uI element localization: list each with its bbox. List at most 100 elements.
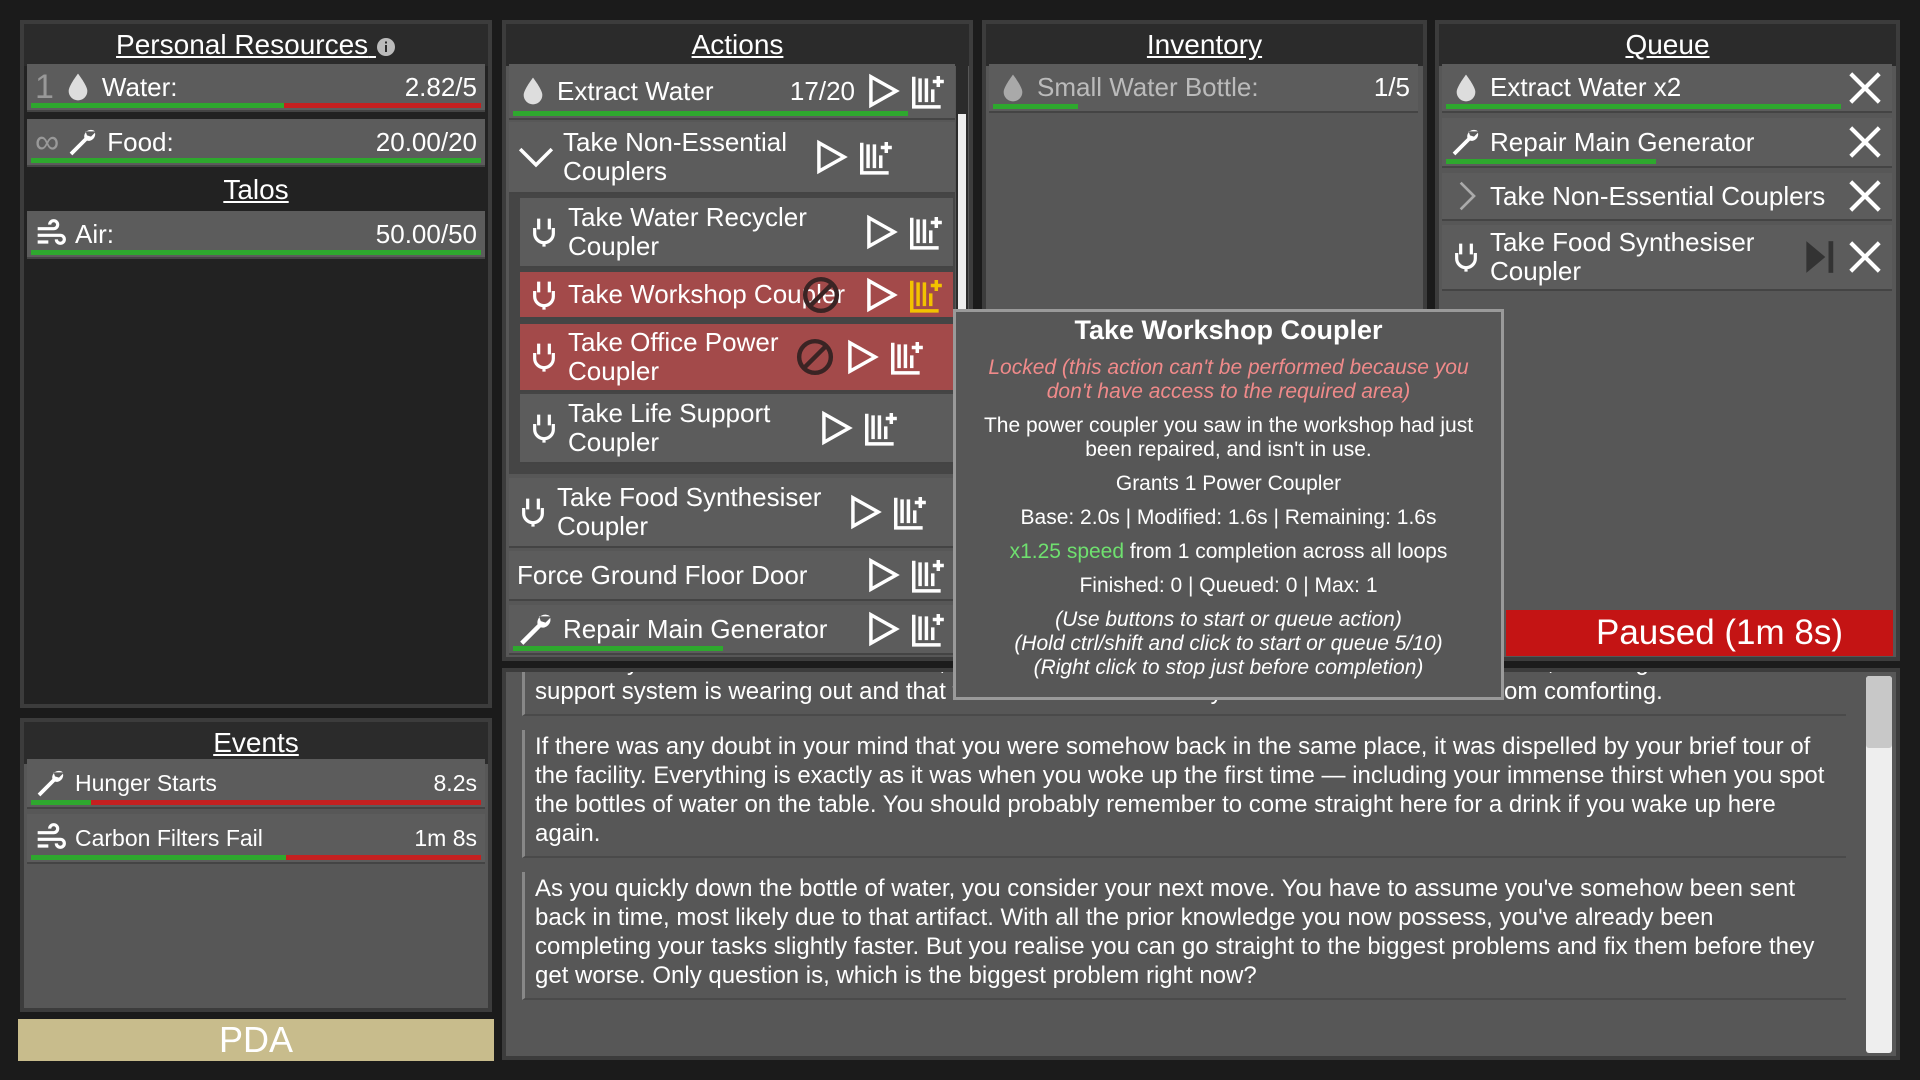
progress-fill: [993, 104, 1078, 109]
start-button[interactable]: [863, 556, 901, 594]
collapse-icon[interactable]: [517, 138, 555, 176]
resource-value: 2.82/5: [404, 71, 477, 102]
queue-button[interactable]: [891, 493, 929, 531]
scroll-thumb[interactable]: [958, 114, 966, 364]
title-text: Inventory: [1146, 29, 1263, 60]
action-label: Take Non-Essential Couplers: [563, 127, 787, 186]
progress-fill: [1446, 104, 1841, 109]
skip-button[interactable]: [1800, 238, 1838, 276]
loop-count: ∞: [35, 122, 60, 161]
inventory-row: Small Water Bottle: 1/5: [989, 64, 1418, 113]
resource-label: Food:: [107, 126, 174, 157]
progress-fill: [31, 250, 481, 255]
panel-title: Personal Resources: [24, 24, 488, 66]
event-row: Hunger Starts 8.2s: [27, 759, 485, 809]
start-button[interactable]: [811, 138, 849, 176]
action-label: Take Office Power Coupler: [568, 327, 779, 386]
expand-icon[interactable]: [1450, 180, 1482, 212]
plug-icon: [528, 341, 560, 373]
action-label: Take Workshop Coupler: [568, 279, 845, 309]
story-log: Relatively warm but stale air rushes in,…: [522, 672, 1846, 1000]
locked-icon: [796, 338, 834, 376]
queue-button[interactable]: [862, 409, 900, 447]
speed-bonus: x1.25 speed: [1009, 540, 1125, 563]
tooltip: Take Workshop Coupler Locked (this actio…: [953, 309, 1504, 700]
queue-row: Take Non-Essential Couplers: [1442, 173, 1892, 221]
start-button[interactable]: [861, 213, 899, 251]
queue-button[interactable]: [907, 213, 945, 251]
paused-status[interactable]: Paused (1m 8s): [1506, 610, 1893, 656]
queue-label: Take Non-Essential Couplers: [1490, 180, 1826, 211]
tooltip-title: Take Workshop Coupler: [1074, 315, 1383, 345]
start-button[interactable]: [842, 338, 880, 376]
water-icon: [1450, 72, 1482, 104]
resource-value: 50.00/50: [375, 218, 477, 249]
action-group-row[interactable]: Take Non-Essential Couplers: [509, 122, 955, 194]
action-label: Take Food Synthesiser Coupler: [557, 482, 822, 541]
resource-label: Air:: [75, 218, 114, 249]
speed-note: from 1 completion across all loops: [1129, 540, 1448, 563]
resource-label: Water:: [101, 71, 178, 102]
action-label: Take Life Support Coupler: [568, 398, 771, 457]
queue-button[interactable]: [907, 276, 945, 314]
start-button[interactable]: [845, 493, 883, 531]
action-row[interactable]: Take Water Recycler Coupler: [520, 198, 953, 268]
queue-button[interactable]: [909, 72, 947, 110]
action-row-locked[interactable]: Take Workshop Coupler: [520, 272, 953, 319]
action-row-locked[interactable]: Take Office Power Coupler: [520, 324, 953, 392]
queue-label: Take Food Synthesiser Coupler: [1490, 227, 1755, 286]
action-count: 17/20: [789, 75, 855, 106]
story-panel: Relatively warm but stale air rushes in,…: [502, 668, 1900, 1060]
start-button[interactable]: [816, 409, 854, 447]
progress-empty: [91, 800, 481, 805]
action-row[interactable]: Take Food Synthesiser Coupler: [509, 478, 955, 548]
food-icon: [67, 126, 99, 158]
remove-button[interactable]: [1846, 69, 1884, 107]
counts: Finished: 0 | Queued: 0 | Max: 1: [1079, 574, 1378, 597]
start-button[interactable]: [861, 276, 899, 314]
remove-button[interactable]: [1846, 238, 1884, 276]
panel-title: Events: [24, 722, 488, 764]
progress-empty: [284, 103, 481, 108]
panel-title: Actions: [506, 24, 969, 66]
queue-button[interactable]: [888, 338, 926, 376]
grants: Grants 1 Power Coupler: [1115, 472, 1342, 495]
loop-count: 1: [35, 67, 54, 106]
progress-fill: [31, 855, 286, 860]
remove-button[interactable]: [1846, 123, 1884, 161]
action-row[interactable]: Extract Water 17/20: [509, 64, 955, 120]
item-count: 1/5: [1373, 72, 1410, 102]
air-icon: [35, 822, 67, 854]
plug-icon: [528, 412, 560, 444]
story-paragraph: As you quickly down the bottle of water,…: [522, 872, 1846, 1000]
action-row[interactable]: Force Ground Floor Door: [509, 551, 955, 601]
progress-fill: [31, 158, 481, 163]
queue-button[interactable]: [909, 610, 947, 648]
action-label: Extract Water: [557, 75, 714, 106]
wrench-icon: [517, 610, 555, 648]
scrollbar[interactable]: [1866, 676, 1892, 1053]
queue-button[interactable]: [909, 556, 947, 594]
action-row[interactable]: Repair Main Generator: [509, 605, 955, 655]
start-button[interactable]: [863, 72, 901, 110]
queue-row: Repair Main Generator: [1442, 118, 1892, 168]
water-icon: [997, 72, 1029, 104]
scroll-thumb[interactable]: [1866, 676, 1892, 748]
queue-label: Extract Water x2: [1490, 72, 1682, 102]
event-time: 1m 8s: [414, 824, 477, 851]
action-row[interactable]: Take Life Support Coupler: [520, 394, 953, 464]
info-icon[interactable]: [376, 37, 396, 57]
start-button[interactable]: [863, 610, 901, 648]
resource-value: 20.00/20: [375, 126, 477, 157]
wrench-icon: [1450, 126, 1482, 158]
resource-row: 1 Water: 2.82/5: [27, 64, 485, 112]
pda-button[interactable]: PDA: [18, 1019, 494, 1061]
plug-icon: [528, 216, 560, 248]
hint: (Right click to stop just before complet…: [1033, 656, 1424, 679]
plug-icon: [1450, 241, 1482, 273]
action-label: Force Ground Floor Door: [517, 559, 808, 590]
queue-button[interactable]: [857, 138, 895, 176]
queue-row: Extract Water x2: [1442, 64, 1892, 113]
remove-button[interactable]: [1846, 177, 1884, 215]
